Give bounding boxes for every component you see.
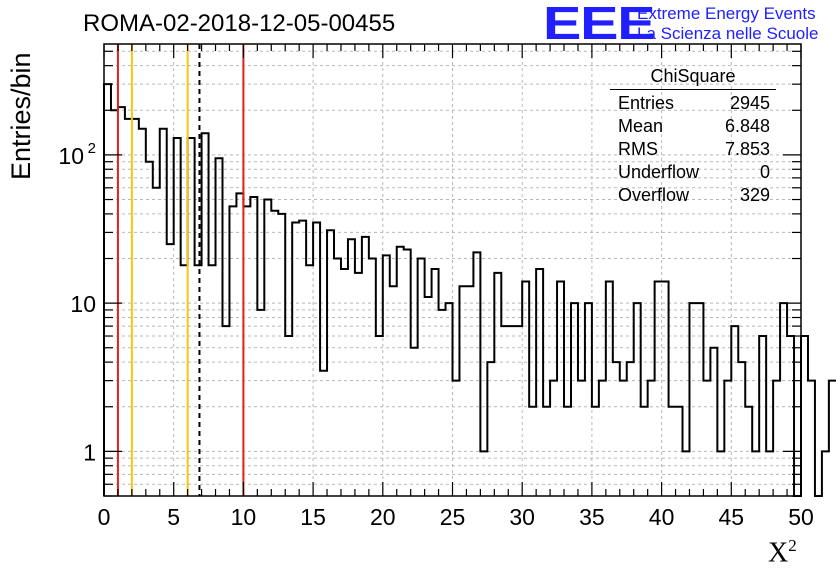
x-axis-label: X2: [768, 536, 797, 569]
x-tick-label: 25: [440, 504, 466, 530]
stats-value: 6.848: [724, 116, 770, 136]
stats-row-overflow: Overflow 329: [610, 184, 776, 207]
x-tick-label: 30: [509, 504, 535, 530]
x-tick-label: 35: [579, 504, 605, 530]
stats-value: 0: [759, 162, 770, 182]
x-tick-label: 50: [788, 504, 814, 530]
stats-value: 2945: [729, 93, 770, 113]
stats-value: 7.853: [724, 139, 770, 159]
eee-logo: EEE: [543, 0, 656, 49]
stats-row-rms: RMS 7.853: [610, 138, 776, 161]
stats-box: ChiSquare Entries 2945 Mean 6.848 RMS 7.…: [610, 66, 776, 207]
logo-line-2: La Scienza nelle Scuole: [637, 24, 819, 43]
y-axis-label: Entries/bin: [6, 52, 36, 180]
x-tick-label: 10: [231, 504, 257, 530]
x-tick-label: 40: [649, 504, 675, 530]
stats-label: RMS: [618, 139, 658, 159]
stats-title: ChiSquare: [610, 66, 776, 90]
x-tick-label: 15: [300, 504, 326, 530]
stats-row-mean: Mean 6.848: [610, 115, 776, 138]
stats-row-underflow: Underflow 0: [610, 161, 776, 184]
stats-label: Mean: [618, 116, 664, 136]
x-tick-label: 0: [98, 504, 111, 530]
y-tick-label: 1: [83, 439, 96, 465]
stats-label: Overflow: [618, 185, 690, 205]
x-axis-label-base: X: [768, 537, 789, 569]
y-tick-label: 10: [58, 143, 84, 169]
y-tick-label: 10: [70, 291, 96, 317]
stats-label: Entries: [618, 93, 675, 113]
x-tick-label: 20: [370, 504, 396, 530]
stats-row-entries: Entries 2945: [610, 92, 776, 115]
logo-line-1: Extreme Energy Events: [637, 4, 816, 23]
stats-label: Underflow: [618, 162, 700, 182]
y-tick-exponent: 2: [88, 140, 96, 157]
x-tick-label: 45: [719, 504, 745, 530]
chart-title: ROMA-02-2018-12-05-00455: [83, 10, 396, 37]
stats-value: 329: [739, 185, 770, 205]
histogram-outline: [103, 83, 836, 497]
x-tick-label: 5: [167, 504, 180, 530]
x-axis-label-superscript: 2: [788, 536, 797, 555]
